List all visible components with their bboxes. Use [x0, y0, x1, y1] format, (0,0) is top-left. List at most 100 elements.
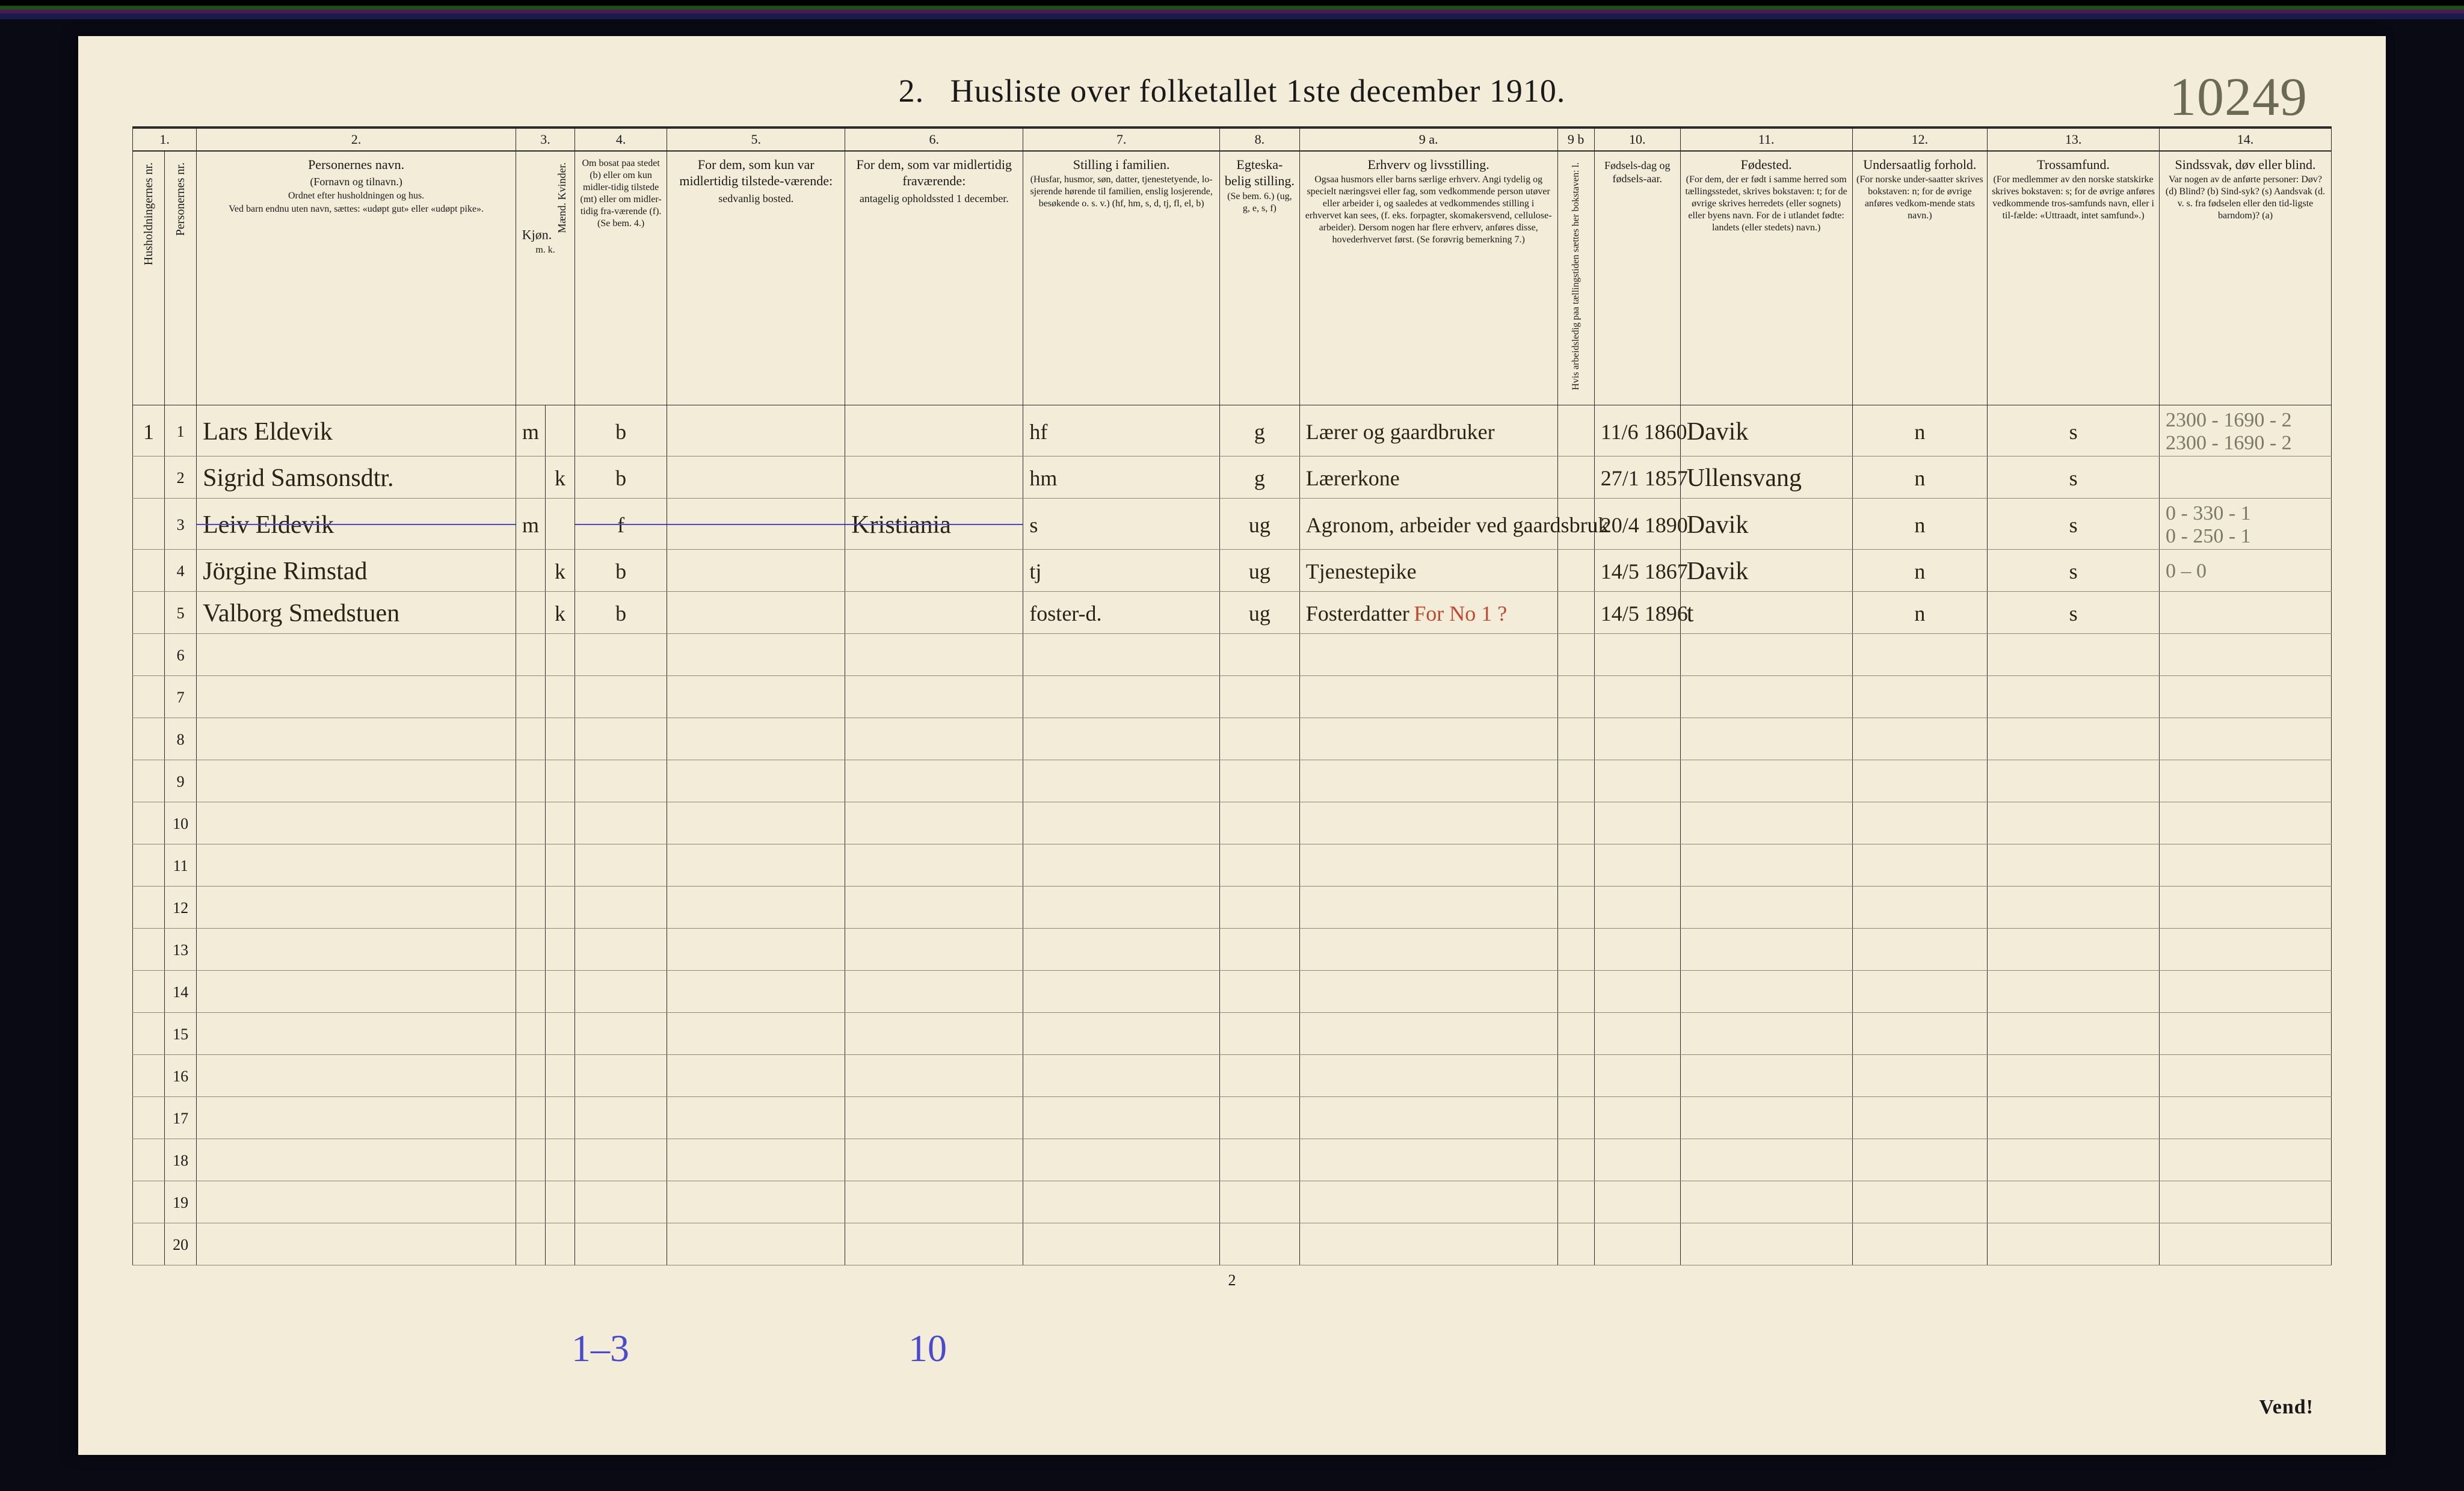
- col-religion: Trossamfund. (For medlemmer av den norsk…: [1988, 151, 2160, 405]
- cell-empty: [1299, 928, 1557, 970]
- cell-person-nr: 5: [165, 591, 197, 633]
- cell-empty: [845, 802, 1023, 844]
- colnum: 6.: [845, 128, 1023, 151]
- cell-temp-present: [667, 591, 845, 633]
- cell-temp-absent: [845, 549, 1023, 591]
- cell-empty: [1023, 1012, 1220, 1054]
- cell-empty: [1023, 844, 1220, 886]
- cell-household-nr: [133, 718, 165, 760]
- cell-empty: [516, 802, 546, 844]
- cell-person-nr: 14: [165, 970, 197, 1012]
- cell-household-nr: [133, 1223, 165, 1265]
- table-row-empty: 16: [133, 1054, 2332, 1096]
- cell-family-position: foster-d.: [1023, 591, 1220, 633]
- cell-sex-k: k: [546, 549, 575, 591]
- cell-empty: [516, 844, 546, 886]
- cell-empty: [1680, 633, 1852, 675]
- table-row: 11Lars EldevikmbhfgLærer og gaardbruker1…: [133, 405, 2332, 456]
- col-person-nr: Personernes nr.: [165, 151, 197, 405]
- cell-family-position: tj: [1023, 549, 1220, 591]
- cell-household-nr: [133, 1139, 165, 1181]
- cell-empty: [546, 760, 575, 802]
- cell-household-nr: [133, 844, 165, 886]
- cell-empty: [1988, 970, 2160, 1012]
- cell-temp-absent: [845, 456, 1023, 498]
- cell-household-nr: [133, 886, 165, 928]
- table-row-empty: 19: [133, 1181, 2332, 1223]
- colnum: 4.: [575, 128, 667, 151]
- cell-empty: [197, 1054, 516, 1096]
- cell-empty: [575, 718, 667, 760]
- cell-empty: [667, 844, 845, 886]
- cell-household-nr: [133, 760, 165, 802]
- colnum: 12.: [1852, 128, 1988, 151]
- cell-empty: [667, 886, 845, 928]
- cell-empty: [667, 1139, 845, 1181]
- cell-empty: [1680, 675, 1852, 718]
- cell-empty: [197, 1181, 516, 1223]
- cell-empty: [1988, 1012, 2160, 1054]
- cell-empty: [1023, 718, 1220, 760]
- cell-empty: [1557, 718, 1594, 760]
- cell-empty: [1680, 844, 1852, 886]
- table-row-empty: 10: [133, 802, 2332, 844]
- cell-resident: b: [575, 591, 667, 633]
- cell-empty: [516, 718, 546, 760]
- colnum: 2.: [197, 128, 516, 151]
- cell-resident: b: [575, 549, 667, 591]
- colnum: 8.: [1220, 128, 1300, 151]
- cell-empty: [575, 802, 667, 844]
- cell-empty: [1594, 633, 1680, 675]
- cell-margin: 0 - 330 - 10 - 250 - 1: [2160, 498, 2332, 549]
- cell-religion: s: [1988, 498, 2160, 549]
- cell-birthdate: 14/5 1867: [1594, 549, 1680, 591]
- cell-resident: b: [575, 405, 667, 456]
- cell-empty: [1988, 1096, 2160, 1139]
- colnum: 13.: [1988, 128, 2160, 151]
- cell-empty: [1680, 1054, 1852, 1096]
- pencil-annotation-right: 10: [908, 1326, 947, 1371]
- cell-empty: [2160, 1096, 2332, 1139]
- cell-empty: [1988, 928, 2160, 970]
- cell-occupation: Lærer og gaardbruker: [1299, 405, 1557, 456]
- cell-empty: [845, 886, 1023, 928]
- cell-empty: [1988, 1139, 2160, 1181]
- cell-nationality: n: [1852, 591, 1988, 633]
- cell-empty: [1557, 928, 1594, 970]
- cell-religion: s: [1988, 405, 2160, 456]
- cell-empty: [197, 1223, 516, 1265]
- cell-empty: [667, 1181, 845, 1223]
- cell-empty: [1680, 718, 1852, 760]
- cell-person-nr: 15: [165, 1012, 197, 1054]
- cell-person-nr: 16: [165, 1054, 197, 1096]
- cell-empty: [1299, 802, 1557, 844]
- cell-empty: [546, 928, 575, 970]
- cell-person-nr: 1: [165, 405, 197, 456]
- cell-person-nr: 18: [165, 1139, 197, 1181]
- cell-household-nr: [133, 633, 165, 675]
- cell-empty: [546, 675, 575, 718]
- cell-empty: [1852, 802, 1988, 844]
- cell-household-nr: [133, 456, 165, 498]
- page-title-row: 2. Husliste over folketallet 1ste decemb…: [132, 72, 2332, 109]
- cell-empty: [1299, 1096, 1557, 1139]
- cell-temp-absent: [845, 405, 1023, 456]
- colnum: 9 b: [1557, 128, 1594, 151]
- cell-empty: [1852, 633, 1988, 675]
- cell-sex-k: k: [546, 591, 575, 633]
- cell-person-nr: 20: [165, 1223, 197, 1265]
- cell-empty: [1557, 675, 1594, 718]
- cell-empty: [1680, 802, 1852, 844]
- cell-occupation: Agronom, arbeider ved gaardsbruk: [1299, 498, 1557, 549]
- colnum: 7.: [1023, 128, 1220, 151]
- cell-empty: [1220, 970, 1300, 1012]
- cell-empty: [2160, 844, 2332, 886]
- cell-household-nr: [133, 1054, 165, 1096]
- cell-empty: [1594, 1181, 1680, 1223]
- cell-empty: [1220, 1181, 1300, 1223]
- cell-temp-present: [667, 498, 845, 549]
- cell-nationality: n: [1852, 549, 1988, 591]
- table-row: 2Sigrid Samsonsdtr.kbhmgLærerkone27/1 18…: [133, 456, 2332, 498]
- cell-person-nr: 4: [165, 549, 197, 591]
- cell-unemployed: [1557, 549, 1594, 591]
